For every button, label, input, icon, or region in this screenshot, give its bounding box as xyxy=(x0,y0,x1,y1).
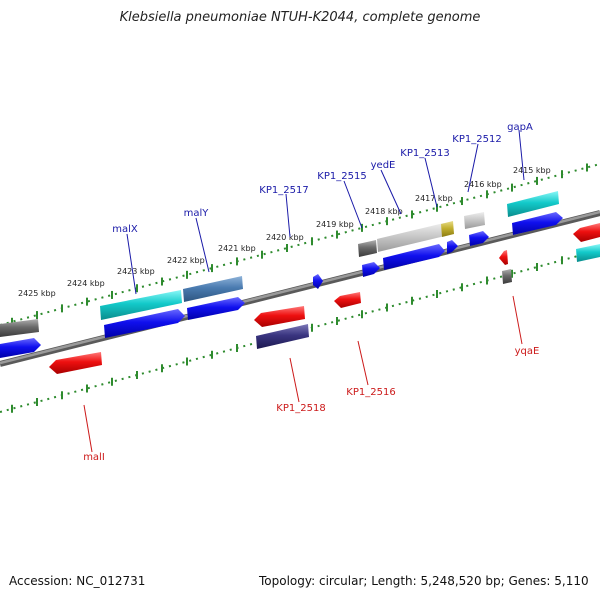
accession-text: Accession: NC_012731 xyxy=(9,574,146,588)
gene-label-yqae: yqaE xyxy=(515,346,540,357)
tick-label: 2420 kbp xyxy=(266,233,304,242)
tick-label: 2423 kbp xyxy=(117,267,155,276)
gene-arrow-blue xyxy=(0,338,41,358)
genome-backbone xyxy=(0,210,600,367)
gene-block-navy xyxy=(256,324,309,349)
gene-label-kp1-2515: KP1_2515 xyxy=(317,171,366,182)
gene-label-kp1-2512: KP1_2512 xyxy=(452,134,501,145)
tick-label: 2418 kbp xyxy=(365,207,403,216)
genome-stats-text: Topology: circular; Length: 5,248,520 bp… xyxy=(259,574,589,588)
tick-label: 2415 kbp xyxy=(513,166,551,175)
gene-arrow-red xyxy=(334,292,361,308)
gene-block-gray xyxy=(358,240,377,257)
tick-label: 2419 kbp xyxy=(316,220,354,229)
gene-arrow-blue xyxy=(187,297,245,320)
gene-block-cyan xyxy=(576,244,600,262)
reverse-leader-lines xyxy=(83,295,523,453)
gene-arrow-red xyxy=(254,306,305,327)
upper-major-ticks xyxy=(11,163,588,326)
gene-arrow-blue xyxy=(362,262,380,277)
gene-label-malx: malX xyxy=(112,224,138,235)
gene-block-cyan xyxy=(100,290,182,320)
gene-label-kp1-2517: KP1_2517 xyxy=(259,185,308,196)
gene-label-kp1-2513: KP1_2513 xyxy=(400,148,449,159)
gene-arrow-blue xyxy=(469,231,489,246)
forward-gene-labels: malX malY KP1_2517 KP1_2515 yedE KP1_251… xyxy=(112,122,533,235)
gene-arrow-blue xyxy=(512,212,563,235)
tick-label: 2421 kbp xyxy=(218,244,256,253)
tick-label: 2416 kbp xyxy=(464,180,502,189)
gene-arrow-blue xyxy=(313,274,323,289)
gene-arrow-red xyxy=(573,223,600,242)
gene-arrow-blue xyxy=(104,309,185,338)
reverse-gene-labels: malI KP1_2518 KP1_2516 yqaE xyxy=(83,346,539,463)
gene-label-maly: malY xyxy=(184,208,210,219)
tick-label: 2422 kbp xyxy=(167,256,205,265)
forward-leader-lines xyxy=(126,129,525,295)
gene-block-steel xyxy=(183,276,243,302)
gene-label-yede: yedE xyxy=(371,160,396,171)
tick-label: 2425 kbp xyxy=(18,289,56,298)
gene-block-gray xyxy=(502,269,512,284)
reverse-genes xyxy=(49,223,600,374)
gene-arrow-blue xyxy=(447,240,458,254)
gene-block-gray xyxy=(0,319,39,337)
forward-genes xyxy=(0,191,563,358)
tick-labels: 2425 kbp 2424 kbp 2423 kbp 2422 kbp 2421… xyxy=(18,166,551,298)
gene-block-olive xyxy=(441,221,454,237)
map-title: Klebsiella pneumoniae NTUH-K2044, comple… xyxy=(119,10,481,25)
gene-arrow-red xyxy=(499,250,508,265)
gene-block-lightgray xyxy=(464,212,485,229)
gene-label-kp1-2518: KP1_2518 xyxy=(276,403,325,414)
gene-arrow-red xyxy=(49,352,102,374)
tick-label: 2417 kbp xyxy=(415,194,453,203)
gene-block-lightgray xyxy=(377,223,445,252)
gene-label-kp1-2516: KP1_2516 xyxy=(346,387,395,398)
gene-block-cyan xyxy=(507,191,559,217)
tick-label: 2424 kbp xyxy=(67,279,105,288)
gene-arrow-blue xyxy=(383,244,445,270)
gene-label-gapa: gapA xyxy=(507,122,533,133)
gene-label-mali: malI xyxy=(83,452,105,463)
